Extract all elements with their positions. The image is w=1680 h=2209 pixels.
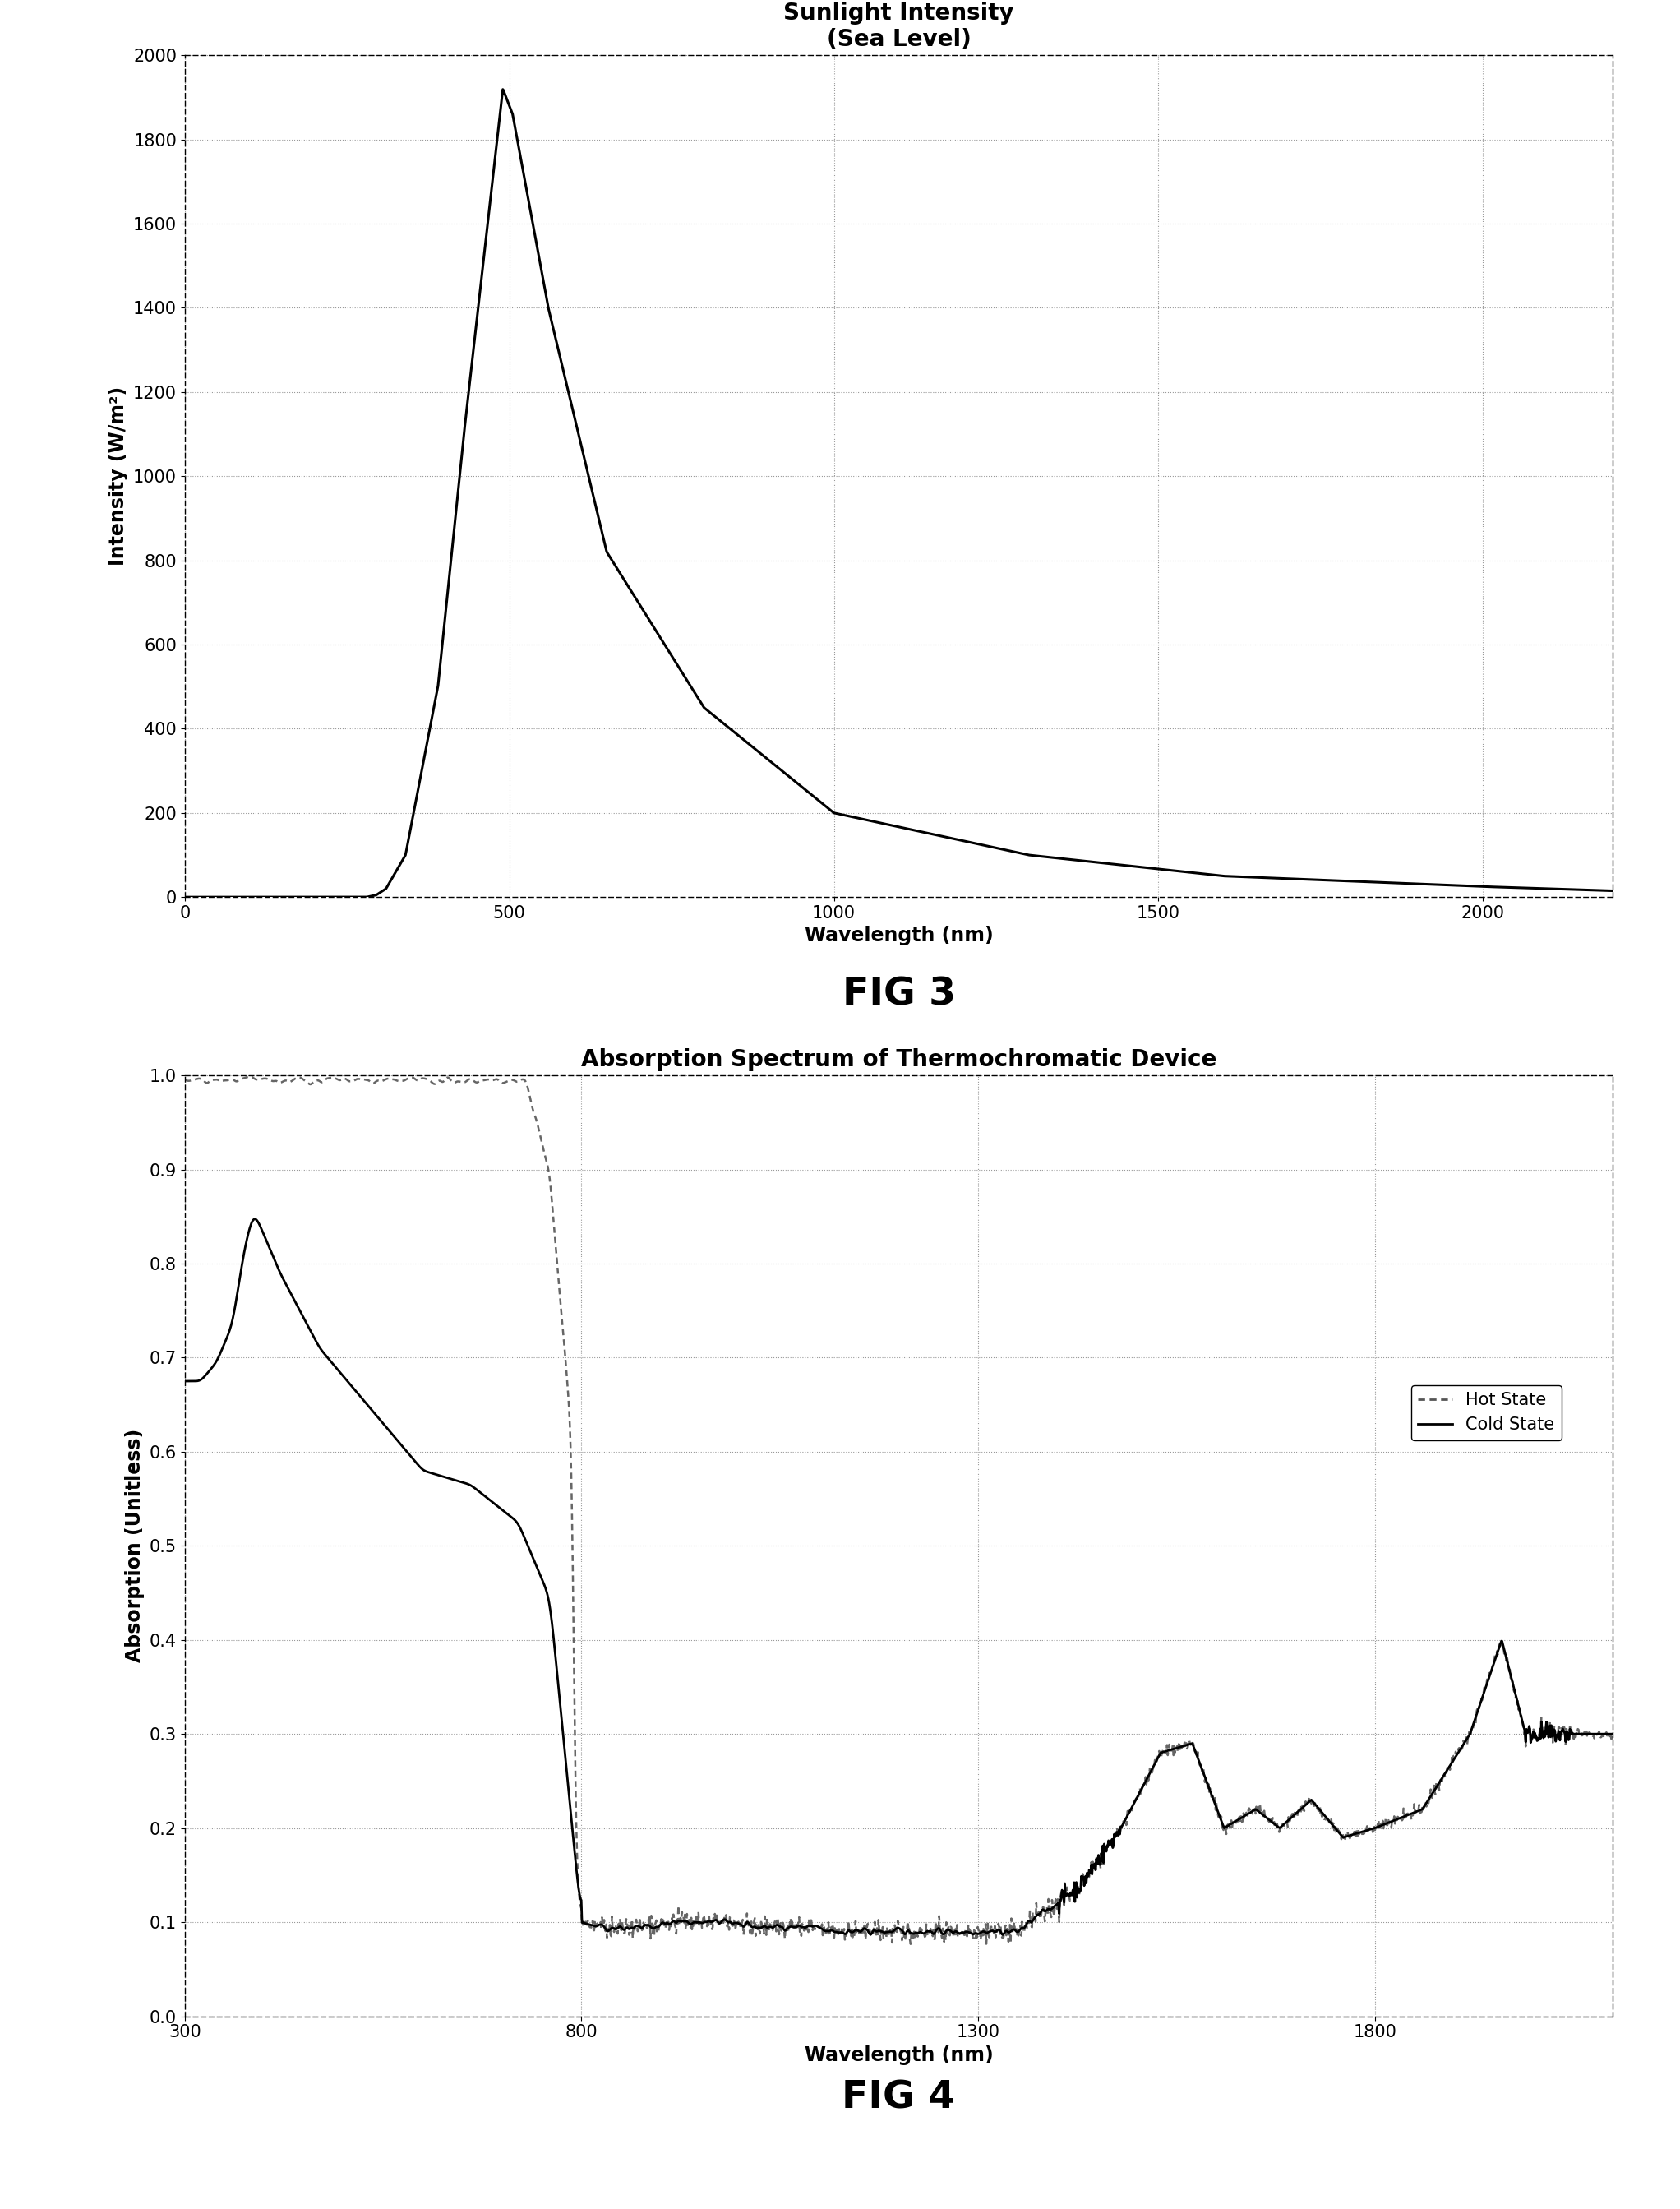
Title: Sunlight Intensity
(Sea Level): Sunlight Intensity (Sea Level)	[783, 2, 1015, 51]
Text: FIG 4: FIG 4	[842, 2079, 956, 2116]
Y-axis label: Absorption (Unitless): Absorption (Unitless)	[126, 1429, 144, 1663]
Text: FIG 3: FIG 3	[842, 976, 956, 1014]
X-axis label: Wavelength (nm): Wavelength (nm)	[805, 2046, 993, 2065]
X-axis label: Wavelength (nm): Wavelength (nm)	[805, 926, 993, 945]
Title: Absorption Spectrum of Thermochromatic Device: Absorption Spectrum of Thermochromatic D…	[581, 1047, 1216, 1071]
Legend: Hot State, Cold State: Hot State, Cold State	[1411, 1385, 1561, 1440]
Y-axis label: Intensity (W/m²): Intensity (W/m²)	[109, 387, 129, 566]
